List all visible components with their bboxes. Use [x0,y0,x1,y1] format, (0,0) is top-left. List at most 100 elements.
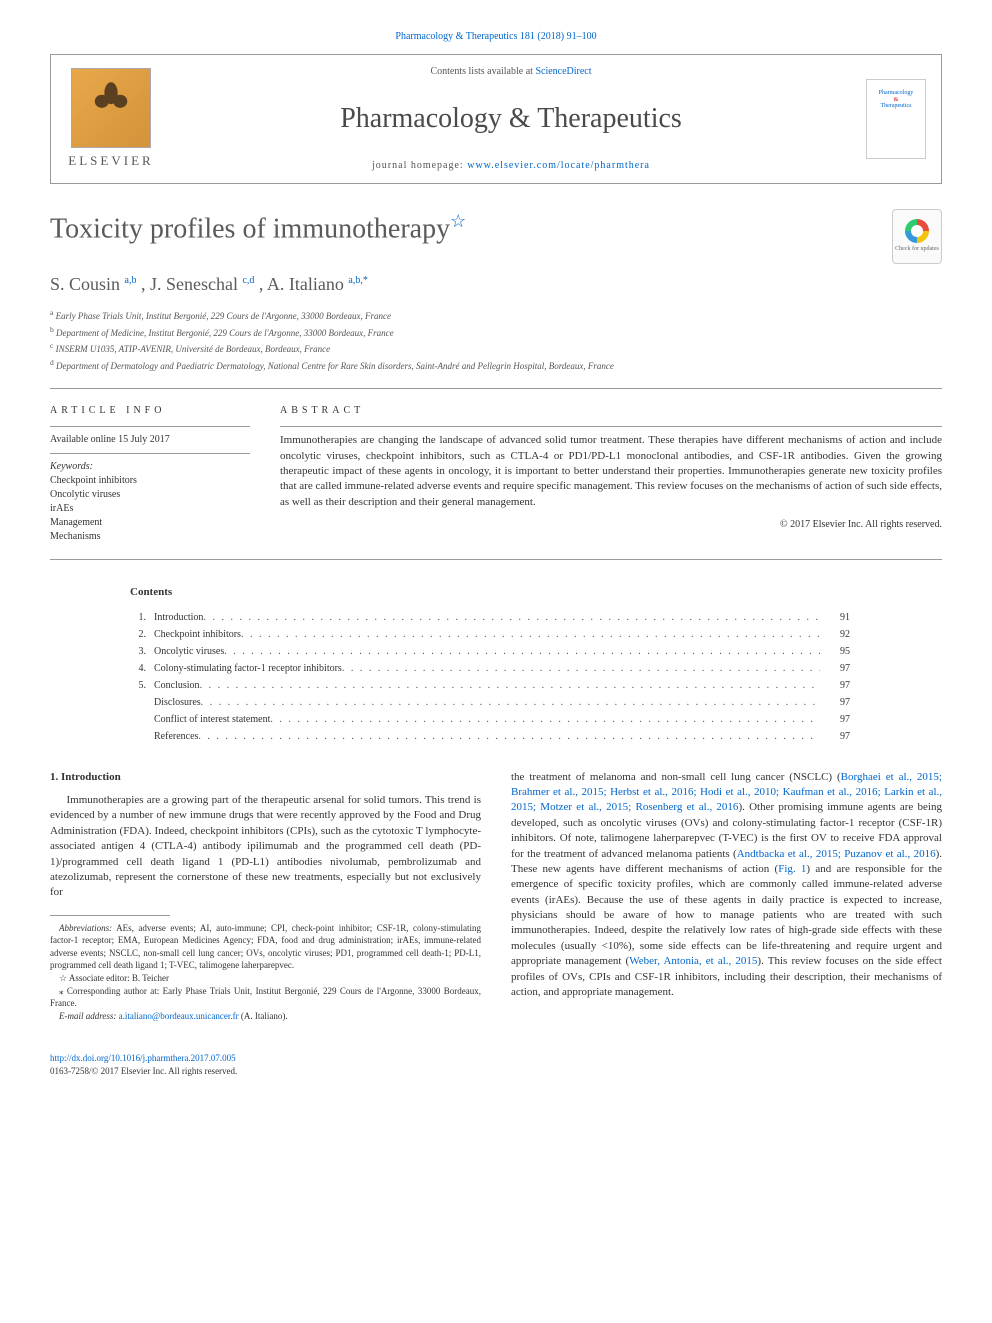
cover-line1: Pharmacology [879,90,914,96]
author-2: , J. Seneschal c,d [141,274,254,294]
keyword-0: Checkpoint inhibitors [50,474,250,488]
toc-text: Conclusion [154,677,200,694]
abstract-heading: ABSTRACT [280,404,942,418]
toc-text: References [154,728,198,745]
title-star-icon: ☆ [450,211,466,231]
toc-num: 5. [130,677,154,694]
abstract: ABSTRACT Immunotherapies are changing th… [280,404,942,544]
rule-mid [50,559,942,560]
toc-page: 97 [820,660,850,677]
author-3: , A. Italiano a,b,* [259,274,368,294]
toc-dots [342,660,820,677]
toc-row: 2.Checkpoint inhibitors 92 [130,626,850,643]
crossmark-icon [905,219,929,243]
keyword-1: Oncolytic viruses [50,488,250,502]
fig-1-link[interactable]: Fig. 1 [778,863,806,875]
toc-num [130,694,154,711]
toc-page: 97 [820,694,850,711]
email-link[interactable]: a.italiano@bordeaux.unicancer.fr [119,1011,239,1021]
toc-row: Disclosures 97 [130,694,850,711]
doi-link[interactable]: http://dx.doi.org/10.1016/j.pharmthera.2… [50,1053,236,1063]
abstract-copyright: © 2017 Elsevier Inc. All rights reserved… [280,518,942,532]
intro-heading: 1. Introduction [50,770,481,785]
affiliation-b: b Department of Medicine, Institut Bergo… [50,324,942,341]
toc-text: Checkpoint inhibitors [154,626,241,643]
toc-dots [201,694,820,711]
journal-citation-link[interactable]: Pharmacology & Therapeutics 181 (2018) 9… [395,31,596,42]
article-info: ARTICLE INFO Available online 15 July 20… [50,404,250,544]
sciencedirect-link[interactable]: ScienceDirect [535,66,591,77]
toc-page: 95 [820,643,850,660]
affiliation-c: c INSERM U1035, ATIP-AVENIR, Université … [50,340,942,357]
toc-text: Oncolytic viruses [154,643,224,660]
toc-text: Conflict of interest statement [154,711,270,728]
toc-page: 97 [820,728,850,745]
check-updates-badge[interactable]: Check for updates [892,209,942,264]
toc-page: 91 [820,609,850,626]
toc-page: 97 [820,677,850,694]
title-text: Toxicity profiles of immunotherapy [50,213,450,244]
affiliation-a: a Early Phase Trials Unit, Institut Berg… [50,307,942,324]
keywords-label: Keywords: [50,460,250,474]
contents-available: Contents lists available at ScienceDirec… [430,65,591,79]
toc-dots [203,609,820,626]
footnote-editor: ☆ Associate editor: B. Teicher [50,972,481,985]
toc-row: 5.Conclusion 97 [130,677,850,694]
contents-prefix: Contents lists available at [430,66,535,77]
available-online: Available online 15 July 2017 [50,433,250,447]
check-updates-label: Check for updates [895,245,939,253]
toc-row: 4.Colony-stimulating factor-1 receptor i… [130,660,850,677]
toc-num: 3. [130,643,154,660]
toc-row: 1.Introduction 91 [130,609,850,626]
journal-cover: Pharmacology & Therapeutics [851,55,941,183]
toc-row: Conflict of interest statement 97 [130,711,850,728]
toc-row: References 97 [130,728,850,745]
toc-num [130,711,154,728]
toc-text: Introduction [154,609,203,626]
intro-p2: the treatment of melanoma and non-small … [511,770,942,1001]
info-divider-2 [50,453,250,454]
journal-header: ELSEVIER Contents lists available at Sci… [50,54,942,184]
toc-page: 92 [820,626,850,643]
footnote-corresponding: ⁎ Corresponding author at: Early Phase T… [50,985,481,1010]
keyword-3: Management [50,516,250,530]
affiliation-d: d Department of Dermatology and Paediatr… [50,357,942,374]
journal-name: Pharmacology & Therapeutics [340,99,682,138]
toc-dots [241,626,820,643]
abstract-text: Immunotherapies are changing the landsca… [280,433,942,510]
footnotes: Abbreviations: AEs, adverse events; AI, … [50,922,481,1023]
toc-num: 1. [130,609,154,626]
footnote-sep [50,915,170,916]
cover-line2: & [894,97,899,103]
journal-homepage: journal homepage: www.elsevier.com/locat… [372,159,650,173]
table-of-contents: Contents 1.Introduction912.Checkpoint in… [130,585,850,744]
article-title: Toxicity profiles of immunotherapy☆ [50,209,466,249]
toc-num: 4. [130,660,154,677]
toc-page: 97 [820,711,850,728]
toc-dots [198,728,820,745]
contents-heading: Contents [130,585,850,600]
footnote-email: E-mail address: a.italiano@bordeaux.unic… [50,1010,481,1023]
article-info-heading: ARTICLE INFO [50,404,250,418]
cover-thumb: Pharmacology & Therapeutics [866,79,926,159]
issn-line: 0163-7258/© 2017 Elsevier Inc. All right… [50,1066,237,1076]
toc-text: Colony-stimulating factor-1 receptor inh… [154,660,342,677]
toc-num [130,728,154,745]
footnote-abbrev: Abbreviations: AEs, adverse events; AI, … [50,922,481,972]
toc-text: Disclosures [154,694,201,711]
header-center: Contents lists available at ScienceDirec… [171,55,851,183]
elsevier-tree-icon [71,68,151,148]
affiliations: a Early Phase Trials Unit, Institut Berg… [50,307,942,373]
toc-dots [200,677,820,694]
homepage-link[interactable]: www.elsevier.com/locate/pharmthera [467,160,650,171]
elsevier-logo: ELSEVIER [51,55,171,183]
author-1: S. Cousin a,b [50,274,136,294]
refs-3[interactable]: Weber, Antonia, et al., 2015 [629,955,757,967]
info-divider-1 [50,426,250,427]
journal-citation: Pharmacology & Therapeutics 181 (2018) 9… [50,30,942,44]
abstract-divider [280,426,942,427]
toc-dots [270,711,820,728]
authors: S. Cousin a,b , J. Seneschal c,d , A. It… [50,272,942,297]
refs-2[interactable]: Andtbacka et al., 2015; Puzanov et al., … [737,848,936,860]
toc-num: 2. [130,626,154,643]
